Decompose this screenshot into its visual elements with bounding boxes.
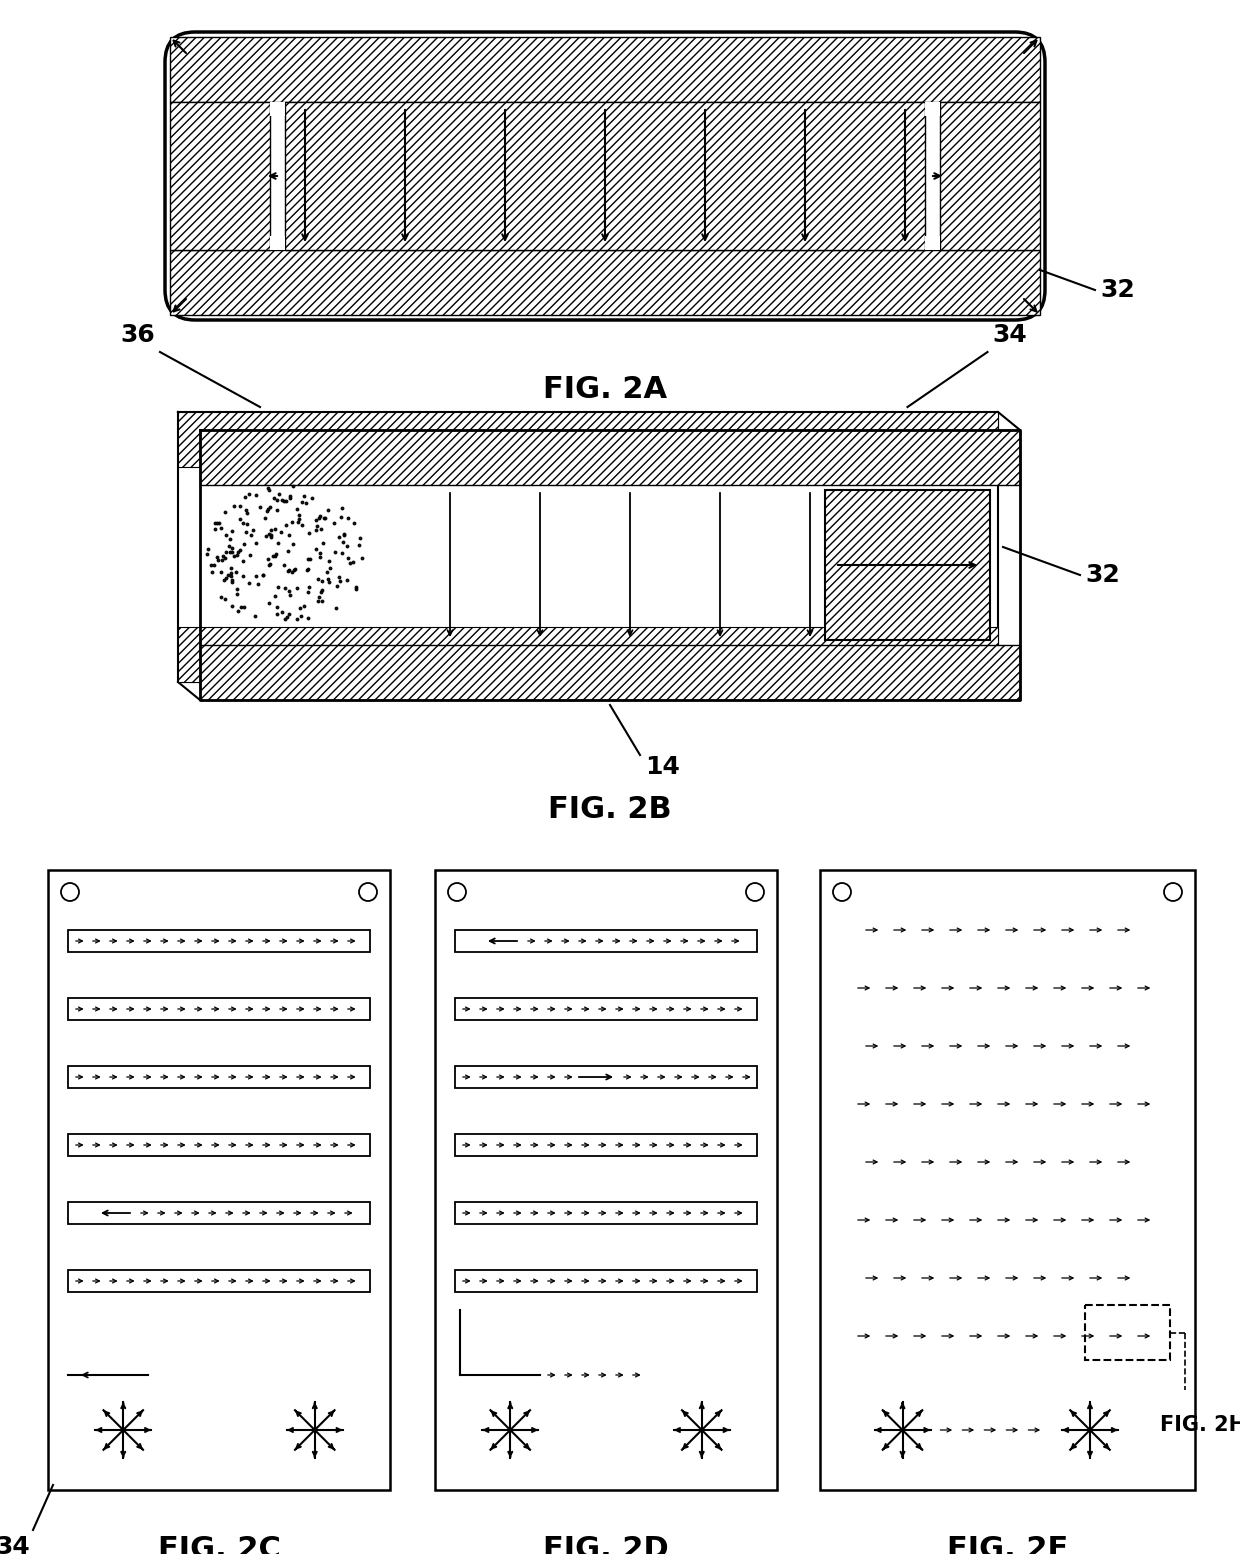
Bar — [48, 870, 391, 1490]
Bar — [820, 870, 1195, 1490]
Bar — [200, 430, 1021, 485]
Bar — [170, 103, 270, 250]
Bar — [200, 645, 1021, 699]
Text: 36: 36 — [120, 323, 155, 347]
Text: 34: 34 — [0, 1535, 30, 1554]
Text: 32: 32 — [1085, 563, 1120, 587]
Bar — [179, 412, 998, 468]
Bar — [270, 103, 285, 117]
Text: 34: 34 — [992, 323, 1027, 347]
Bar — [925, 236, 940, 250]
Bar — [179, 626, 998, 682]
Bar — [68, 1134, 370, 1156]
Text: FIG. 2C: FIG. 2C — [157, 1535, 280, 1554]
Bar — [68, 929, 370, 953]
Text: FIG. 2H: FIG. 2H — [1159, 1416, 1240, 1434]
Bar — [940, 103, 1040, 250]
Bar — [170, 37, 1040, 103]
Bar — [825, 490, 990, 640]
Text: 32: 32 — [1100, 278, 1135, 301]
Bar — [68, 1066, 370, 1088]
Bar — [925, 103, 940, 117]
Text: 14: 14 — [645, 755, 680, 779]
Bar — [170, 250, 1040, 315]
Text: FIG. 2A: FIG. 2A — [543, 375, 667, 404]
Bar — [68, 1201, 370, 1225]
Bar — [68, 998, 370, 1019]
Bar — [68, 1270, 370, 1291]
Bar — [455, 1134, 756, 1156]
Bar — [455, 1270, 756, 1291]
Text: FIG. 2E: FIG. 2E — [947, 1535, 1068, 1554]
Bar — [455, 1201, 756, 1225]
Bar — [435, 870, 777, 1490]
Text: FIG. 2D: FIG. 2D — [543, 1535, 668, 1554]
Bar — [285, 103, 925, 250]
Bar — [455, 929, 756, 953]
Text: FIG. 2B: FIG. 2B — [548, 796, 672, 824]
Bar — [455, 1066, 756, 1088]
FancyBboxPatch shape — [165, 33, 1045, 320]
Bar — [1085, 1305, 1171, 1360]
Bar — [455, 998, 756, 1019]
Bar — [270, 236, 285, 250]
